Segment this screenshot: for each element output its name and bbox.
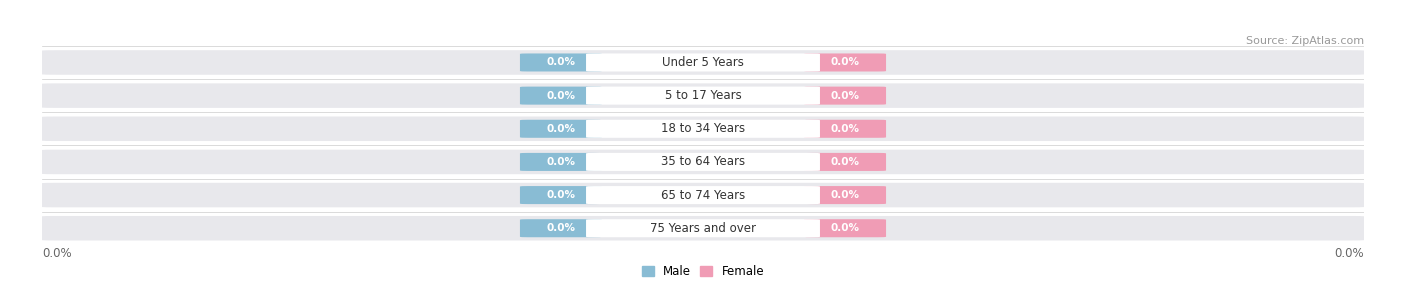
- Text: 0.0%: 0.0%: [547, 190, 575, 200]
- Text: 0.0%: 0.0%: [831, 58, 859, 68]
- Text: 0.0%: 0.0%: [831, 190, 859, 200]
- FancyBboxPatch shape: [35, 50, 1371, 75]
- Text: 0.0%: 0.0%: [547, 58, 575, 68]
- FancyBboxPatch shape: [520, 54, 602, 72]
- FancyBboxPatch shape: [804, 87, 886, 105]
- Legend: Male, Female: Male, Female: [637, 260, 769, 283]
- Text: 0.0%: 0.0%: [1334, 247, 1364, 260]
- Text: 35 to 64 Years: 35 to 64 Years: [661, 155, 745, 168]
- Text: 0.0%: 0.0%: [831, 91, 859, 101]
- FancyBboxPatch shape: [35, 150, 1371, 174]
- FancyBboxPatch shape: [35, 216, 1371, 241]
- FancyBboxPatch shape: [520, 87, 602, 105]
- FancyBboxPatch shape: [35, 117, 1371, 141]
- Text: 5 to 17 Years: 5 to 17 Years: [665, 89, 741, 102]
- FancyBboxPatch shape: [586, 153, 820, 171]
- FancyBboxPatch shape: [35, 183, 1371, 207]
- FancyBboxPatch shape: [520, 120, 602, 138]
- FancyBboxPatch shape: [804, 186, 886, 204]
- Text: 65 to 74 Years: 65 to 74 Years: [661, 188, 745, 202]
- Text: 0.0%: 0.0%: [831, 223, 859, 233]
- FancyBboxPatch shape: [586, 87, 820, 105]
- Text: Source: ZipAtlas.com: Source: ZipAtlas.com: [1246, 36, 1364, 46]
- Text: 0.0%: 0.0%: [831, 157, 859, 167]
- FancyBboxPatch shape: [804, 153, 886, 171]
- FancyBboxPatch shape: [520, 186, 602, 204]
- Text: Under 5 Years: Under 5 Years: [662, 56, 744, 69]
- Text: 0.0%: 0.0%: [547, 223, 575, 233]
- FancyBboxPatch shape: [804, 120, 886, 138]
- Text: 75 Years and over: 75 Years and over: [650, 222, 756, 235]
- FancyBboxPatch shape: [35, 83, 1371, 108]
- FancyBboxPatch shape: [586, 120, 820, 138]
- FancyBboxPatch shape: [586, 186, 820, 204]
- FancyBboxPatch shape: [586, 219, 820, 237]
- Text: 0.0%: 0.0%: [547, 91, 575, 101]
- Text: 0.0%: 0.0%: [547, 157, 575, 167]
- FancyBboxPatch shape: [586, 54, 820, 72]
- FancyBboxPatch shape: [520, 219, 602, 237]
- Text: 0.0%: 0.0%: [831, 124, 859, 134]
- FancyBboxPatch shape: [804, 54, 886, 72]
- FancyBboxPatch shape: [520, 153, 602, 171]
- Text: 0.0%: 0.0%: [42, 247, 72, 260]
- Text: 18 to 34 Years: 18 to 34 Years: [661, 122, 745, 135]
- Text: 0.0%: 0.0%: [547, 124, 575, 134]
- FancyBboxPatch shape: [804, 219, 886, 237]
